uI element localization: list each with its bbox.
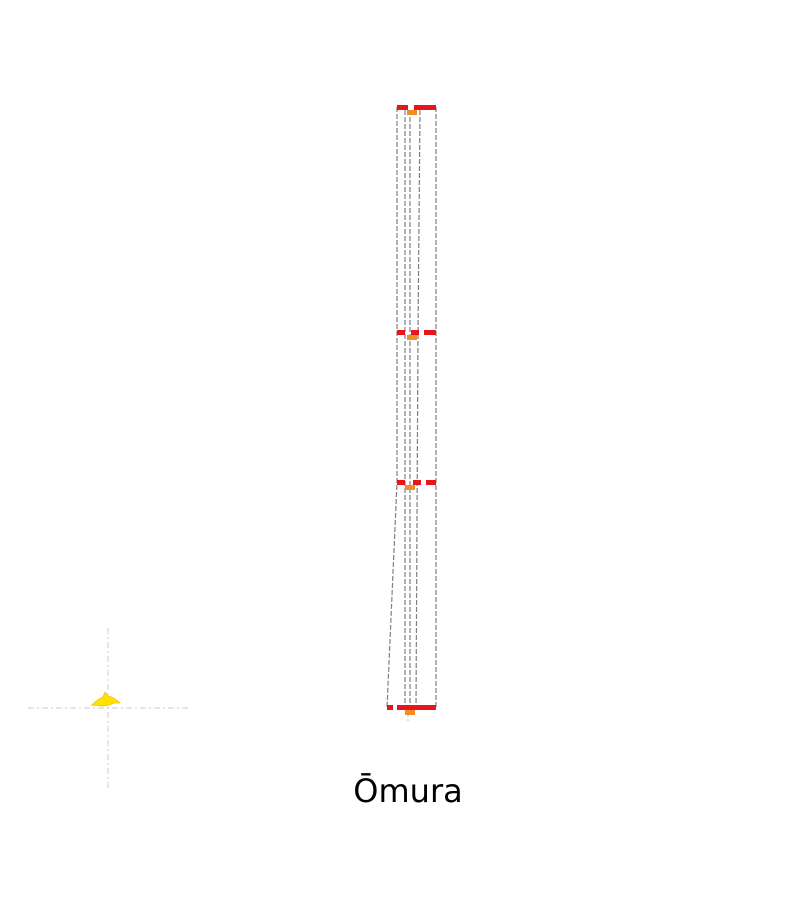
level-bar-1 xyxy=(397,105,436,110)
node-level-2 xyxy=(407,335,417,340)
node-level-3 xyxy=(405,485,415,490)
node-level-1 xyxy=(407,110,417,115)
structure-outlines xyxy=(386,107,437,709)
inner-mid-edge xyxy=(415,109,421,709)
level-bar-4 xyxy=(387,705,436,710)
node-level-4 xyxy=(405,710,415,715)
diagram-caption: Ōmura xyxy=(353,772,463,810)
level-bars xyxy=(387,105,436,710)
level-bar-3 xyxy=(397,480,436,485)
crosshair-guides xyxy=(28,628,188,788)
outer-left-edge xyxy=(386,107,398,709)
yellow-blob-icon xyxy=(91,691,121,707)
level-bar-2 xyxy=(397,330,436,335)
nodes xyxy=(405,110,417,715)
